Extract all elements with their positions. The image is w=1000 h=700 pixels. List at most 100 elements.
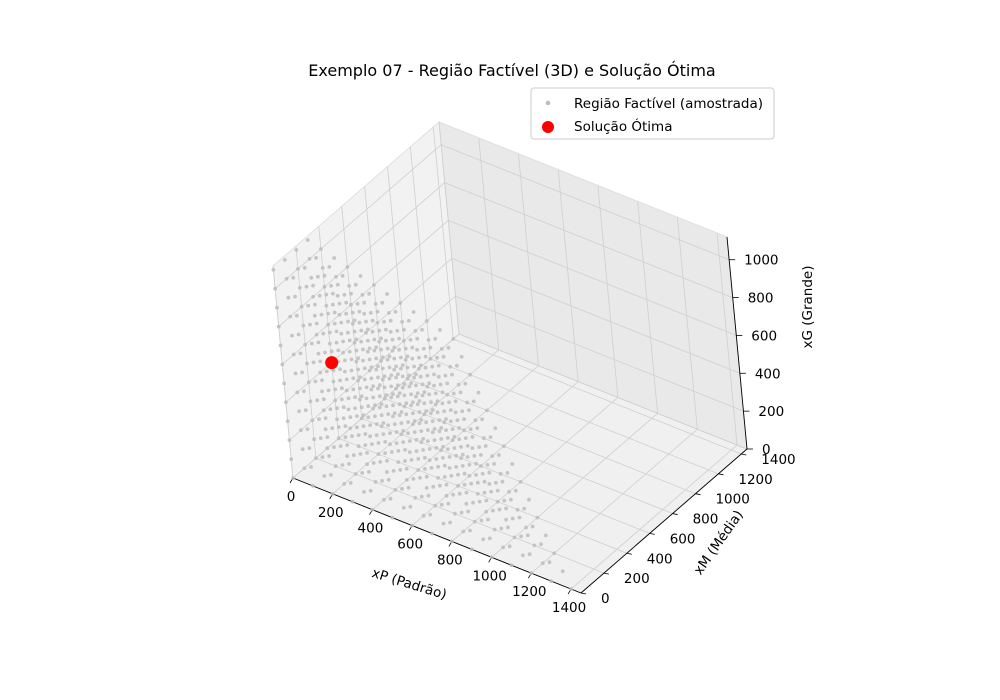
feasible-point xyxy=(504,517,508,522)
feasible-point xyxy=(430,408,435,412)
feasible-point xyxy=(410,523,415,528)
feasible-point xyxy=(336,348,341,353)
feasible-point xyxy=(469,547,474,552)
feasible-point xyxy=(481,537,486,542)
feasible-point xyxy=(443,373,448,378)
y-tick-label: 800 xyxy=(693,512,719,528)
feasible-point xyxy=(388,318,393,323)
legend-box xyxy=(530,87,775,140)
feasible-point xyxy=(391,392,395,397)
feasible-point xyxy=(324,292,329,297)
feasible-point xyxy=(417,355,421,360)
feasible-point xyxy=(296,332,301,337)
feasible-point xyxy=(435,355,439,360)
feasible-point xyxy=(389,450,394,454)
feasible-point xyxy=(539,542,543,547)
feasible-point xyxy=(314,321,319,326)
feasible-point xyxy=(324,369,329,374)
grid-line-x-back xyxy=(478,137,500,350)
feasible-point xyxy=(406,318,411,323)
feasible-point xyxy=(371,461,376,465)
feasible-point xyxy=(387,376,392,381)
feasible-point xyxy=(386,412,391,416)
feasible-point xyxy=(438,328,442,332)
feasible-point xyxy=(428,512,433,517)
feasible-point xyxy=(376,441,381,445)
feasible-point xyxy=(344,311,349,316)
feasible-point xyxy=(436,476,440,480)
feasible-point xyxy=(456,472,460,477)
feasible-point xyxy=(352,329,357,334)
y-tick-mark xyxy=(603,572,609,575)
feasible-point xyxy=(428,356,433,361)
z-tick-label: 600 xyxy=(751,328,777,344)
feasible-point xyxy=(450,427,455,431)
feasible-point xyxy=(353,472,358,476)
feasible-point xyxy=(291,275,296,280)
feasible-point xyxy=(356,356,361,361)
feasible-point xyxy=(491,508,495,513)
feasible-point xyxy=(299,428,303,433)
feasible-point xyxy=(338,444,343,448)
feasible-point xyxy=(457,437,462,441)
feasible-point xyxy=(475,426,480,430)
feasible-point xyxy=(462,482,467,487)
feasible-point xyxy=(397,336,401,341)
grid-line-y-floor xyxy=(361,418,650,534)
feasible-point xyxy=(412,419,417,423)
feasible-point xyxy=(530,524,535,529)
feasible-point xyxy=(345,454,350,458)
feasible-point xyxy=(396,449,401,453)
feasible-point xyxy=(427,392,432,397)
feasible-point xyxy=(332,256,337,260)
optimal-point xyxy=(325,356,339,370)
grid-line-z-back xyxy=(440,144,730,261)
feasible-point xyxy=(336,425,341,429)
feasible-point xyxy=(475,491,480,496)
feasible-point xyxy=(420,382,425,387)
feasible-point xyxy=(351,453,356,457)
feasible-point xyxy=(413,495,418,500)
feasible-point xyxy=(379,336,383,341)
feasible-point xyxy=(298,351,303,356)
feasible-point xyxy=(484,498,489,503)
feasible-point xyxy=(450,372,454,377)
grid-line-y-left xyxy=(409,146,431,359)
feasible-point xyxy=(467,408,471,413)
x-tick-label: 1400 xyxy=(552,600,586,616)
feasible-point xyxy=(373,403,377,408)
feasible-point xyxy=(303,342,308,347)
feasible-point xyxy=(420,393,425,398)
feasible-point xyxy=(493,426,498,431)
x-tick-label: 1000 xyxy=(472,568,506,584)
feasible-point xyxy=(407,384,412,389)
feasible-point xyxy=(397,413,402,418)
grid-line-z-back xyxy=(455,295,744,412)
x-tick-label: 800 xyxy=(437,552,463,568)
feasible-point xyxy=(384,327,388,332)
feasible-point xyxy=(409,392,413,397)
feasible-point xyxy=(302,466,307,470)
y-tick-mark xyxy=(626,552,632,555)
feasible-point xyxy=(477,499,482,504)
feasible-point xyxy=(404,401,409,406)
feasible-point xyxy=(339,320,344,325)
feasible-point xyxy=(408,337,413,342)
y-tick-mark xyxy=(580,592,587,595)
feasible-point xyxy=(432,427,437,431)
feasible-point xyxy=(402,338,406,343)
feasible-point xyxy=(282,258,287,262)
feasible-point xyxy=(389,395,394,400)
grid-line-y-left xyxy=(432,126,454,340)
feasible-point xyxy=(363,443,368,447)
grid-line-x-floor xyxy=(570,444,738,590)
feasible-point xyxy=(383,451,387,455)
feasible-point xyxy=(396,460,401,464)
feasible-point xyxy=(352,340,357,345)
feasible-point xyxy=(394,386,398,391)
feasible-point xyxy=(341,339,345,344)
feasible-point xyxy=(364,330,368,335)
grid-line-x-back xyxy=(637,201,659,414)
feasible-point xyxy=(392,411,397,415)
feasible-point xyxy=(407,439,412,443)
